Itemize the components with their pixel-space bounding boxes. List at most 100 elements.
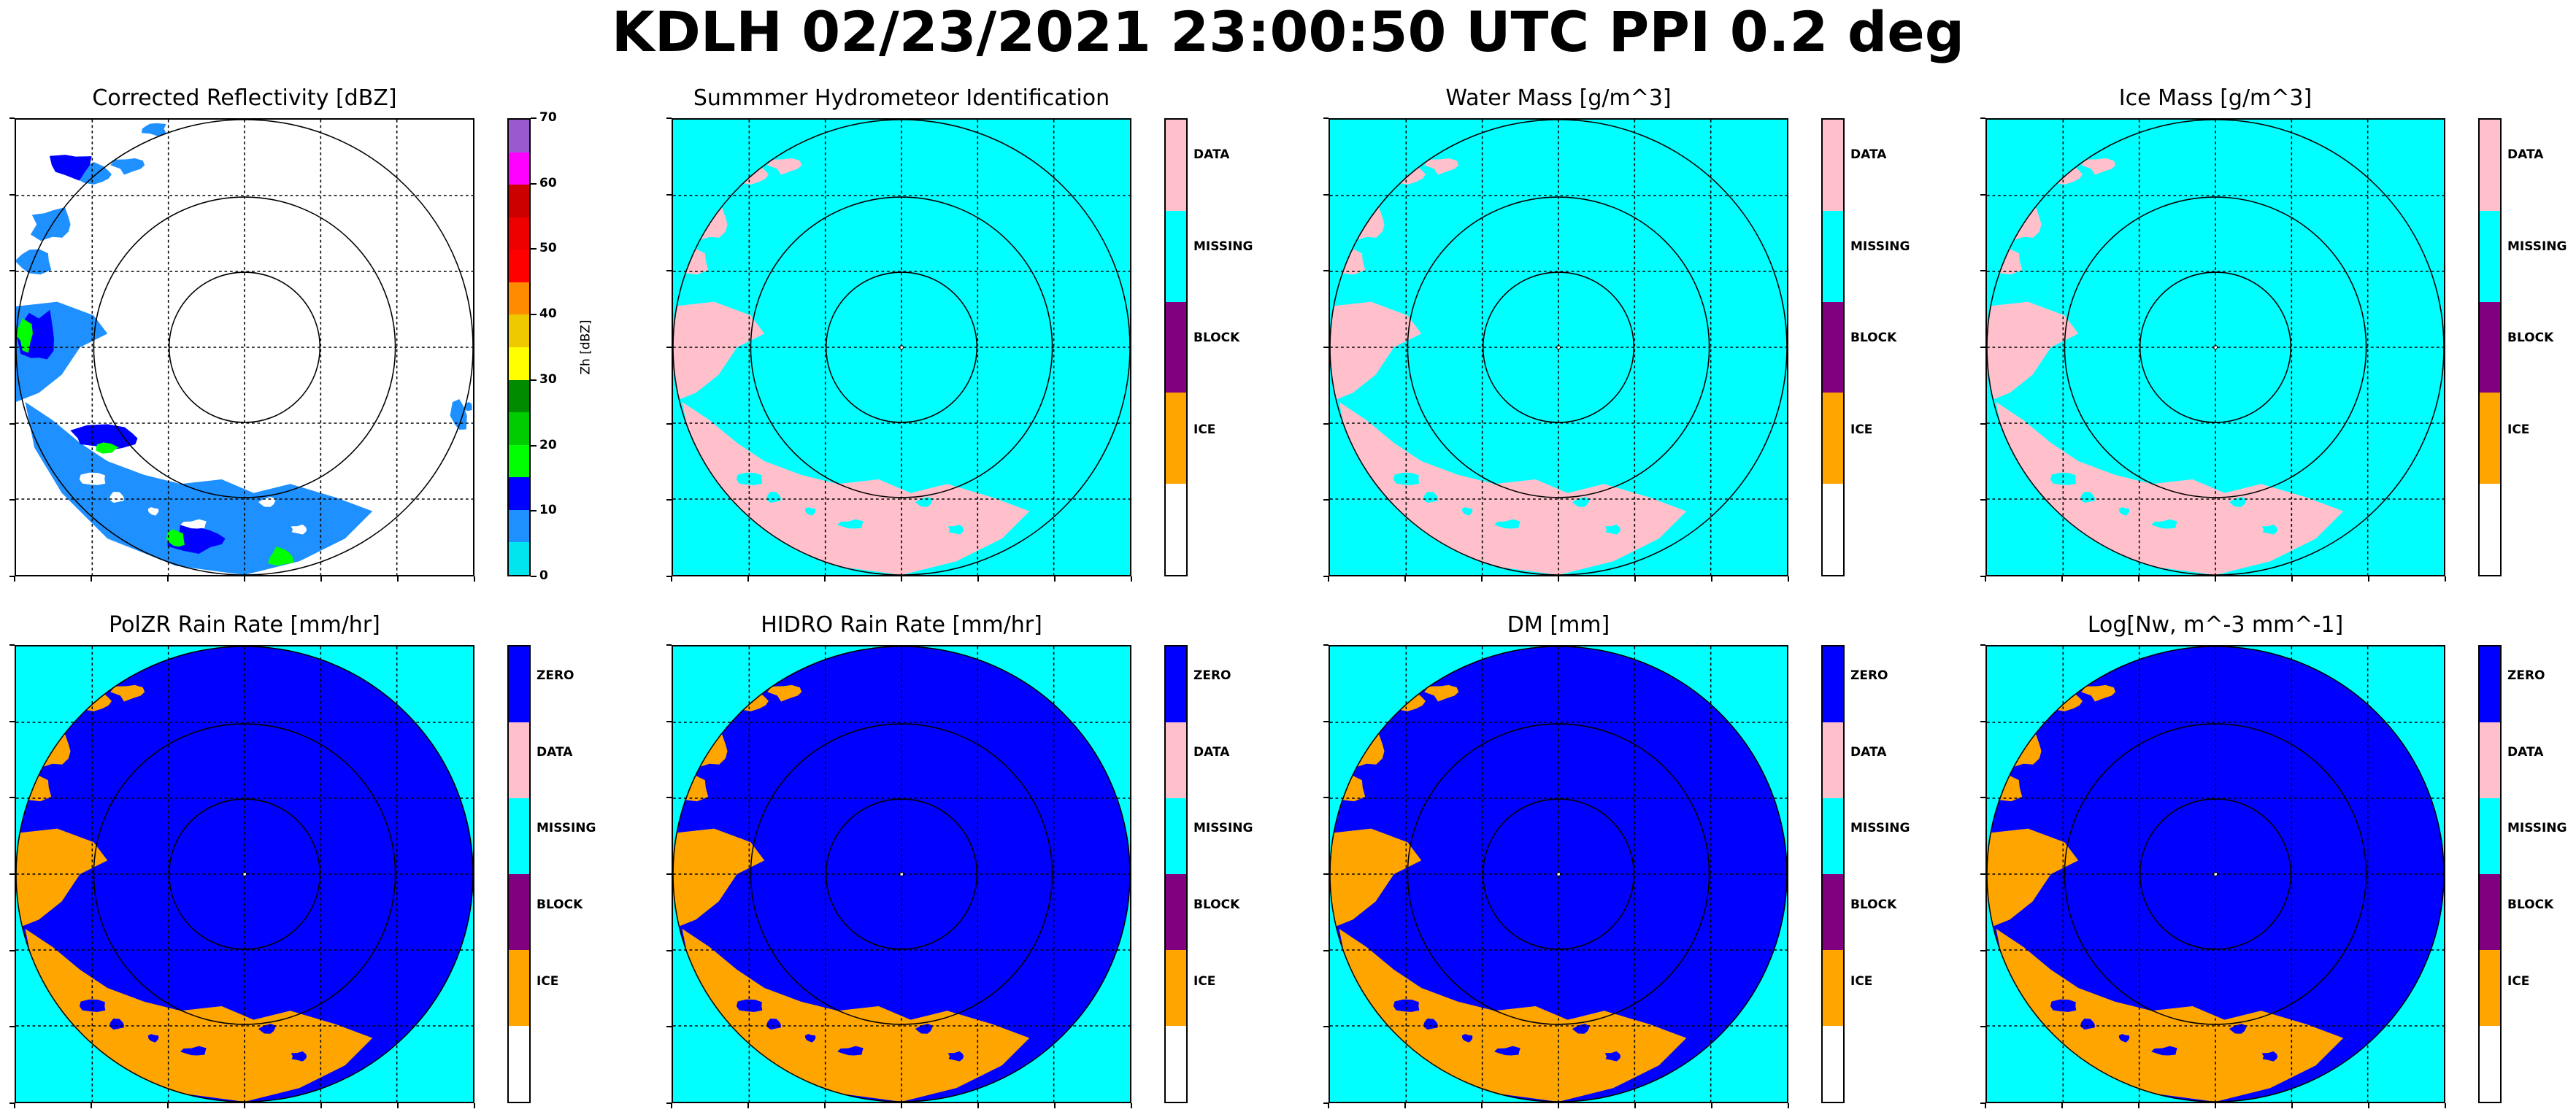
- colorbar-category-label: DATA: [1193, 147, 1230, 163]
- radar-ppi-plot: [1329, 645, 1788, 1103]
- y-axis-tick: [9, 423, 15, 425]
- x-axis-tick: [1404, 1103, 1406, 1108]
- x-axis-tick: [2061, 1103, 2063, 1108]
- colorbar-category: [1166, 950, 1186, 1026]
- x-axis-tick: [91, 1103, 92, 1108]
- colorbar: [1821, 118, 1845, 576]
- y-axis-tick: [666, 644, 672, 646]
- colorbar-category: [1166, 874, 1186, 950]
- y-axis-tick: [9, 721, 15, 722]
- colorbar-tick: [531, 117, 537, 119]
- colorbar-bin: [509, 347, 529, 380]
- x-axis-tick: [1711, 1103, 1712, 1108]
- colorbar-bin: [509, 282, 529, 315]
- range-rings-and-grid: [673, 646, 1130, 1102]
- range-rings-and-grid: [1330, 646, 1787, 1102]
- x-axis-tick: [671, 1103, 672, 1108]
- x-axis-tick: [167, 1103, 169, 1108]
- y-axis-tick: [666, 194, 672, 196]
- x-axis-tick: [320, 576, 322, 582]
- colorbar-category: [1166, 484, 1186, 575]
- y-axis-tick: [666, 117, 672, 119]
- panel-title: Ice Mass [g/m^3]: [2118, 85, 2312, 111]
- range-rings-and-grid: [16, 120, 473, 575]
- colorbar-category-label: BLOCK: [537, 897, 583, 912]
- y-axis-tick: [9, 576, 15, 577]
- x-axis-tick: [824, 576, 826, 582]
- y-axis-tick: [1980, 117, 1985, 119]
- x-axis-tick: [2368, 1103, 2369, 1108]
- colorbar-bin: [509, 120, 529, 152]
- y-axis-tick: [9, 797, 15, 798]
- colorbar-category: [2480, 798, 2500, 874]
- y-axis-tick: [9, 1102, 15, 1104]
- y-axis-tick: [1323, 873, 1329, 875]
- y-axis-tick: [1323, 117, 1329, 119]
- colorbar-category: [509, 874, 529, 950]
- y-axis-tick: [1323, 423, 1329, 425]
- colorbar-category-label: BLOCK: [1193, 897, 1240, 912]
- y-axis-tick: [1323, 644, 1329, 646]
- colorbar-category-label: MISSING: [537, 821, 596, 836]
- colorbar-tick: [531, 510, 537, 512]
- colorbar-category: [1823, 646, 1843, 722]
- y-axis-tick: [1980, 721, 1985, 722]
- colorbar-category: [1823, 210, 1843, 302]
- x-axis-tick: [1131, 1103, 1132, 1108]
- y-axis-tick: [9, 194, 15, 196]
- colorbar-tick-label: 40: [539, 306, 557, 322]
- colorbar: [2478, 118, 2502, 576]
- colorbar-category-label: DATA: [1193, 744, 1230, 760]
- x-axis-tick: [244, 1103, 245, 1108]
- x-axis-tick: [2291, 1103, 2293, 1108]
- x-axis-tick: [1328, 1103, 1329, 1108]
- colorbar-bin: [509, 185, 529, 217]
- colorbar-category: [509, 950, 529, 1026]
- colorbar-category-label: DATA: [1850, 744, 1887, 760]
- y-axis-tick: [666, 721, 672, 722]
- colorbar-category: [1823, 874, 1843, 950]
- y-axis-tick: [666, 873, 672, 875]
- colorbar-category: [1823, 950, 1843, 1026]
- x-axis-tick: [1711, 576, 1712, 582]
- colorbar-category: [509, 798, 529, 874]
- colorbar-category: [1166, 646, 1186, 722]
- y-axis-tick: [9, 644, 15, 646]
- colorbar-category-label: ICE: [1850, 422, 1873, 438]
- range-rings-and-grid: [1330, 120, 1787, 575]
- colorbar-category: [1823, 484, 1843, 575]
- colorbar-category: [2480, 722, 2500, 798]
- colorbar-category: [1823, 120, 1843, 211]
- panel-title: DM [mm]: [1507, 612, 1610, 638]
- colorbar-category-label: BLOCK: [2507, 897, 2554, 912]
- x-axis-tick: [1404, 576, 1406, 582]
- x-axis-tick: [167, 576, 169, 582]
- x-axis-tick: [2215, 576, 2216, 582]
- panel-title: Log[Nw, m^-3 mm^-1]: [2087, 612, 2344, 638]
- colorbar: [1164, 645, 1188, 1103]
- y-axis-tick: [9, 950, 15, 951]
- colorbar-category: [1166, 120, 1186, 211]
- colorbar-tick-label: 60: [539, 175, 557, 190]
- colorbar-category-label: BLOCK: [1850, 331, 1897, 346]
- colorbar-category: [2480, 950, 2500, 1026]
- colorbar-tick-label: 50: [539, 241, 557, 256]
- y-axis-tick: [1980, 499, 1985, 501]
- y-axis-tick: [1980, 797, 1985, 798]
- y-axis-tick: [1323, 499, 1329, 501]
- y-axis-tick: [1980, 194, 1985, 196]
- colorbar-tick: [531, 379, 537, 381]
- y-axis-tick: [1980, 423, 1985, 425]
- colorbar-category: [2480, 874, 2500, 950]
- colorbar: [2478, 645, 2502, 1103]
- y-axis-tick: [1323, 950, 1329, 951]
- colorbar-category: [1166, 1026, 1186, 1102]
- colorbar-category-label: ZERO: [537, 668, 574, 683]
- y-axis-tick: [1323, 797, 1329, 798]
- colorbar-category: [1823, 393, 1843, 484]
- colorbar-category-label: MISSING: [1850, 821, 1910, 836]
- colorbar-category-label: BLOCK: [1193, 331, 1240, 346]
- y-axis-tick: [1323, 194, 1329, 196]
- colorbar-tick-label: 30: [539, 371, 557, 387]
- colorbar-bin: [509, 444, 529, 478]
